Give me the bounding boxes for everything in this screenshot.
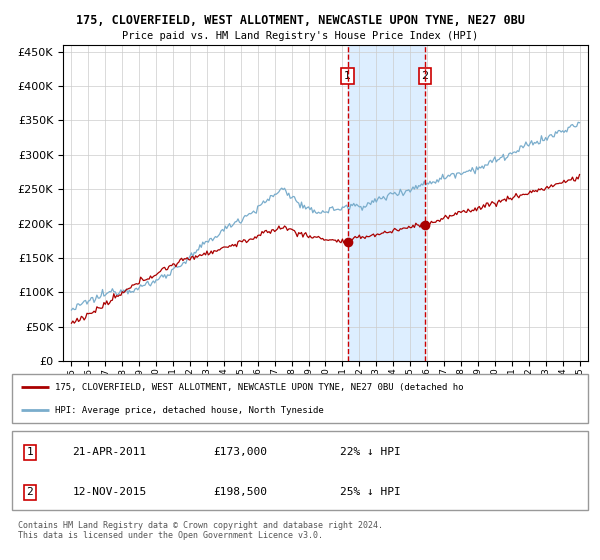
Text: £173,000: £173,000	[214, 447, 268, 458]
Bar	[347, 45, 425, 361]
Text: 175, CLOVERFIELD, WEST ALLOTMENT, NEWCASTLE UPON TYNE, NE27 0BU (detached ho: 175, CLOVERFIELD, WEST ALLOTMENT, NEWCAS…	[55, 383, 464, 392]
Text: 22% ↓ HPI: 22% ↓ HPI	[340, 447, 401, 458]
Text: 21-APR-2011: 21-APR-2011	[73, 447, 147, 458]
Text: 2: 2	[422, 71, 428, 81]
Text: HPI: Average price, detached house, North Tyneside: HPI: Average price, detached house, Nort…	[55, 406, 324, 415]
Text: 12-NOV-2015: 12-NOV-2015	[73, 487, 147, 497]
Text: £198,500: £198,500	[214, 487, 268, 497]
Text: 1: 1	[344, 71, 351, 81]
Text: 1: 1	[26, 447, 33, 458]
Text: Price paid vs. HM Land Registry's House Price Index (HPI): Price paid vs. HM Land Registry's House …	[122, 31, 478, 41]
Text: 25% ↓ HPI: 25% ↓ HPI	[340, 487, 401, 497]
Text: 175, CLOVERFIELD, WEST ALLOTMENT, NEWCASTLE UPON TYNE, NE27 0BU: 175, CLOVERFIELD, WEST ALLOTMENT, NEWCAS…	[76, 14, 524, 27]
Text: Contains HM Land Registry data © Crown copyright and database right 2024.
This d: Contains HM Land Registry data © Crown c…	[18, 521, 383, 540]
Text: 2: 2	[26, 487, 33, 497]
